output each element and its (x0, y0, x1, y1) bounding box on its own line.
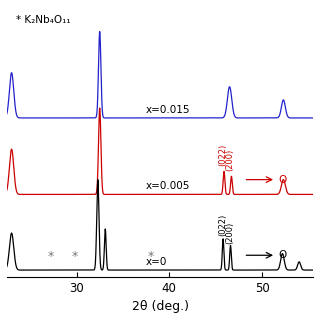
Text: (200): (200) (226, 221, 235, 244)
Text: O: O (279, 250, 287, 260)
Text: *: * (148, 251, 154, 263)
Text: x=0.005: x=0.005 (146, 181, 190, 191)
Text: (022): (022) (218, 143, 227, 166)
Text: * K₂Nb₄O₁₁: * K₂Nb₄O₁₁ (16, 15, 71, 25)
Text: x=0.015: x=0.015 (146, 105, 191, 115)
Text: O: O (279, 175, 287, 185)
Text: (200): (200) (226, 149, 235, 172)
Text: *: * (72, 251, 78, 263)
Text: *: * (47, 251, 54, 263)
Text: (022): (022) (218, 213, 227, 236)
Text: x=0: x=0 (146, 257, 167, 267)
X-axis label: 2θ (deg.): 2θ (deg.) (132, 300, 188, 313)
